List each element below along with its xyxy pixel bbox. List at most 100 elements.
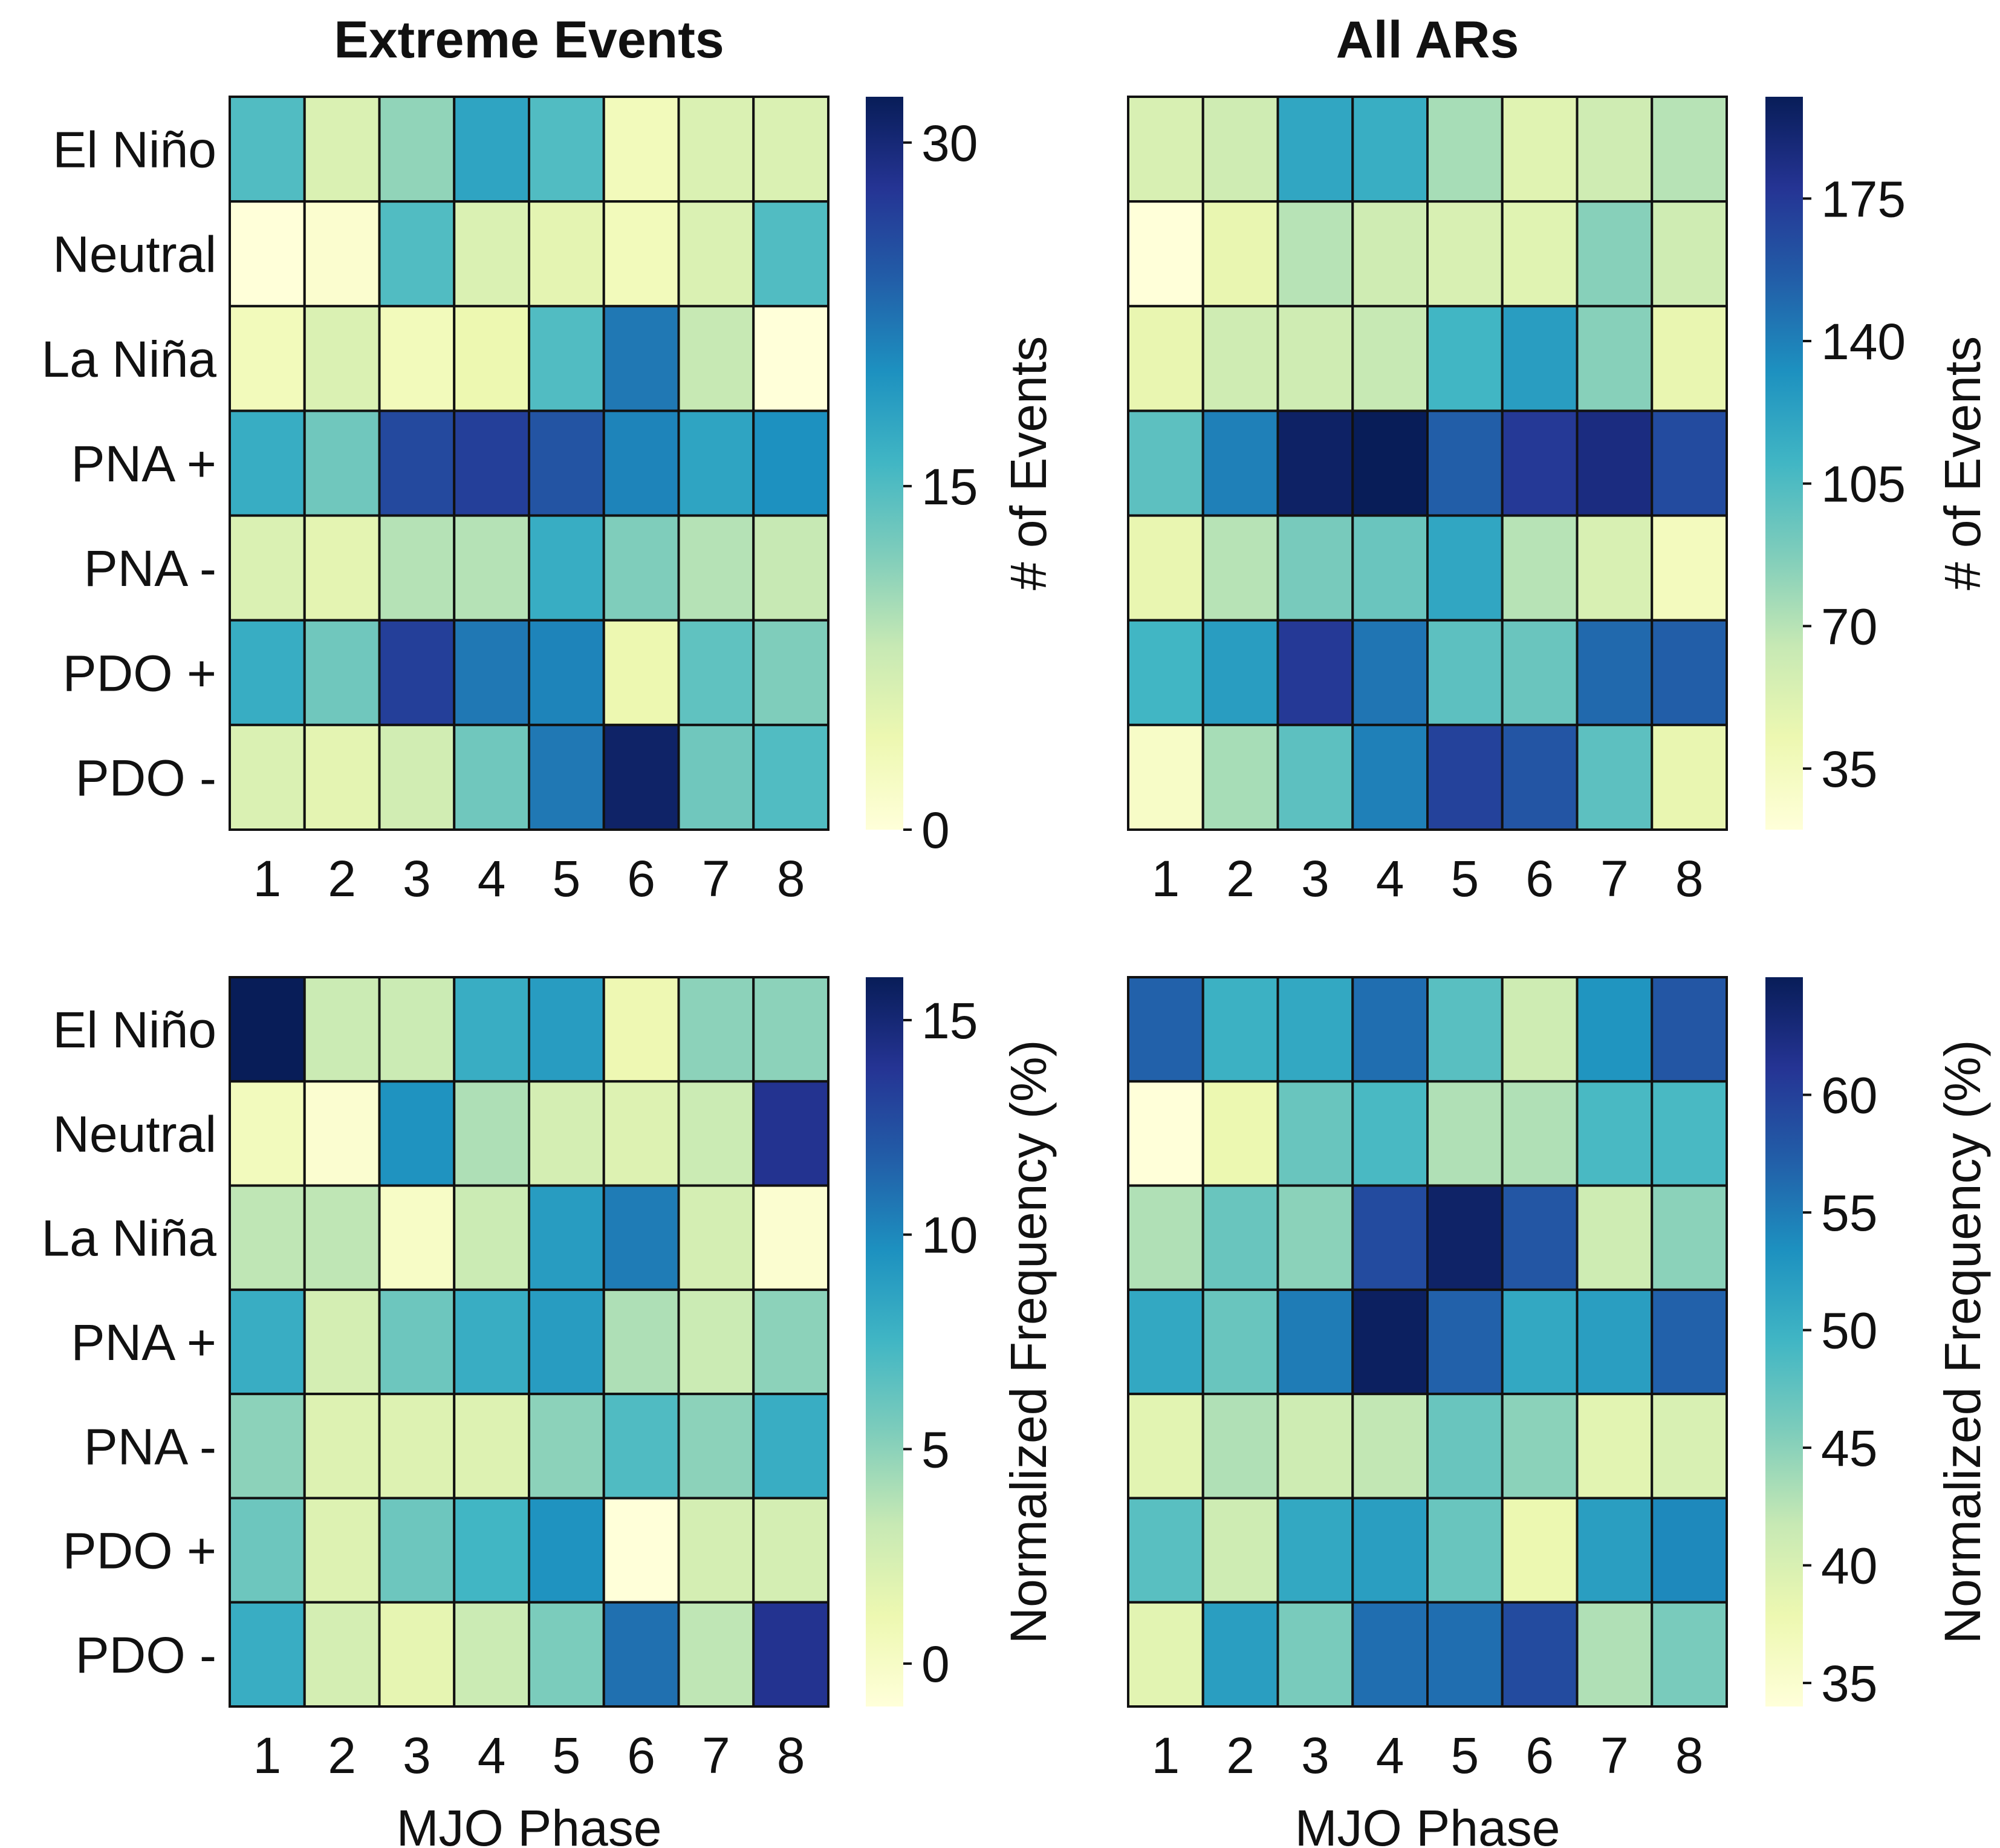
- heatmap-cell: [453, 1497, 530, 1604]
- heatmap-cell: [229, 1601, 306, 1708]
- heatmap-cell: [677, 1393, 755, 1500]
- colorbar: [866, 977, 903, 1706]
- heatmap-cell: [1501, 976, 1579, 1083]
- heatmap-cell: [453, 305, 530, 412]
- heatmap-cell: [303, 1393, 381, 1500]
- heatmap-cell: [1576, 1080, 1654, 1187]
- colorbar-tick-label: 105: [1821, 456, 1906, 513]
- heatmap-cell: [528, 723, 605, 831]
- colorbar-tick-label: 15: [921, 458, 978, 515]
- heatmap-cell: [1351, 1497, 1429, 1604]
- heatmap-cell: [752, 1393, 830, 1500]
- heatmap-cell: [1426, 96, 1504, 203]
- heatmap-panel-2: All ARs 1 2 3 4 5 6 7 8 35 70 105 140 175 # of Events: [1127, 11, 1991, 907]
- heatmap-cell: [453, 514, 530, 622]
- heatmap-cell: [1351, 1393, 1429, 1500]
- heatmap-cell: [752, 200, 830, 308]
- heatmap-cell: [1201, 1080, 1279, 1187]
- heatmap-cell: [602, 514, 680, 622]
- heatmap-cell: [528, 619, 605, 726]
- y-tick-label: PNA -: [84, 1418, 216, 1475]
- heatmap-cell: [1651, 1393, 1728, 1500]
- heatmap-cell: [1201, 1497, 1279, 1604]
- heatmap-cell: [453, 619, 530, 726]
- x-tick-label: 8: [1675, 850, 1704, 907]
- heatmap-cell: [602, 1184, 680, 1291]
- heatmap-cell: [752, 409, 830, 517]
- heatmap-cell: [229, 200, 306, 308]
- y-tick-label: PNA -: [84, 540, 216, 597]
- heatmap-cell: [677, 514, 755, 622]
- heatmap-cell: [303, 1497, 381, 1604]
- heatmap-cell: [1276, 305, 1354, 412]
- heatmap-cell: [1651, 723, 1728, 831]
- heatmap-cell: [1276, 619, 1354, 726]
- x-tick-label: 1: [1152, 850, 1180, 907]
- heatmap-cell: [1501, 1184, 1579, 1291]
- heatmap-cell: [453, 1184, 530, 1291]
- heatmap-cell: [528, 1184, 605, 1291]
- colorbar-tick-label: 10: [921, 1207, 978, 1264]
- colorbar-tick-label: 55: [1821, 1185, 1877, 1241]
- colorbar-tick-label: 35: [1821, 741, 1877, 798]
- heatmap-cell: [453, 200, 530, 308]
- y-tick-label: PNA +: [71, 1314, 216, 1371]
- heatmap-cell: [453, 723, 530, 831]
- heatmap-cell: [1201, 976, 1279, 1083]
- y-tick-label: El Niño: [53, 1001, 216, 1058]
- heatmap-cell: [1576, 200, 1654, 308]
- colorbar-tick-label: 175: [1821, 171, 1906, 227]
- heatmap-cell: [1576, 1184, 1654, 1291]
- heatmap-cell: [1426, 723, 1504, 831]
- colorbar: [1765, 977, 1803, 1706]
- heatmap-cell: [1651, 409, 1728, 517]
- heatmap-cell: [303, 409, 381, 517]
- heatmap-cell: [1576, 1601, 1654, 1708]
- x-axis-label: MJO Phase: [1295, 1800, 1560, 1848]
- heatmap-cell: [1276, 514, 1354, 622]
- colorbar-tick-label: 30: [921, 115, 978, 172]
- heatmap-cell: [1127, 514, 1204, 622]
- colorbar-tick-label: 15: [921, 992, 978, 1049]
- heatmap-cell: [677, 1184, 755, 1291]
- heatmap-cell: [1426, 1184, 1504, 1291]
- heatmap-cell: [1351, 409, 1429, 517]
- x-tick-label: 6: [627, 1727, 655, 1784]
- heatmap-cell: [677, 96, 755, 203]
- x-tick-label: 4: [1376, 1727, 1404, 1784]
- heatmap-cell: [752, 1497, 830, 1604]
- heatmap-cell: [378, 1497, 456, 1604]
- heatmap-cell: [677, 200, 755, 308]
- heatmap-cell: [1127, 305, 1204, 412]
- heatmap-cell: [1127, 1288, 1204, 1396]
- heatmap-cell: [1201, 1288, 1279, 1396]
- heatmap-cell: [752, 976, 830, 1083]
- heatmap-cell: [1501, 514, 1579, 622]
- heatmap-cell: [453, 409, 530, 517]
- heatmap-cell: [1651, 200, 1728, 308]
- heatmap-cell: [528, 1601, 605, 1708]
- heatmap-cell: [378, 200, 456, 308]
- heatmap-cell: [378, 514, 456, 622]
- heatmap-cell: [229, 1080, 306, 1187]
- heatmap-cell: [378, 619, 456, 726]
- heatmap-cell: [1501, 723, 1579, 831]
- heatmap-cell: [1651, 1601, 1728, 1708]
- colorbar-tick-label: 45: [1821, 1420, 1877, 1477]
- x-tick-label: 4: [1376, 850, 1404, 907]
- heatmap-cell: [752, 1184, 830, 1291]
- heatmap-cell: [1201, 1393, 1279, 1500]
- heatmap-cell: [752, 305, 830, 412]
- heatmap-cell: [453, 1080, 530, 1187]
- y-tick-label: PDO +: [63, 645, 216, 701]
- heatmap-cell: [1351, 723, 1429, 831]
- heatmap-cell: [528, 1080, 605, 1187]
- heatmap-cell: [602, 96, 680, 203]
- heatmap-cell: [303, 514, 381, 622]
- heatmap-cell: [303, 1288, 381, 1396]
- heatmap-cell: [453, 96, 530, 203]
- heatmap-cell: [1351, 1601, 1429, 1708]
- heatmap-cell: [1501, 1497, 1579, 1604]
- heatmap-cell: [229, 1184, 306, 1291]
